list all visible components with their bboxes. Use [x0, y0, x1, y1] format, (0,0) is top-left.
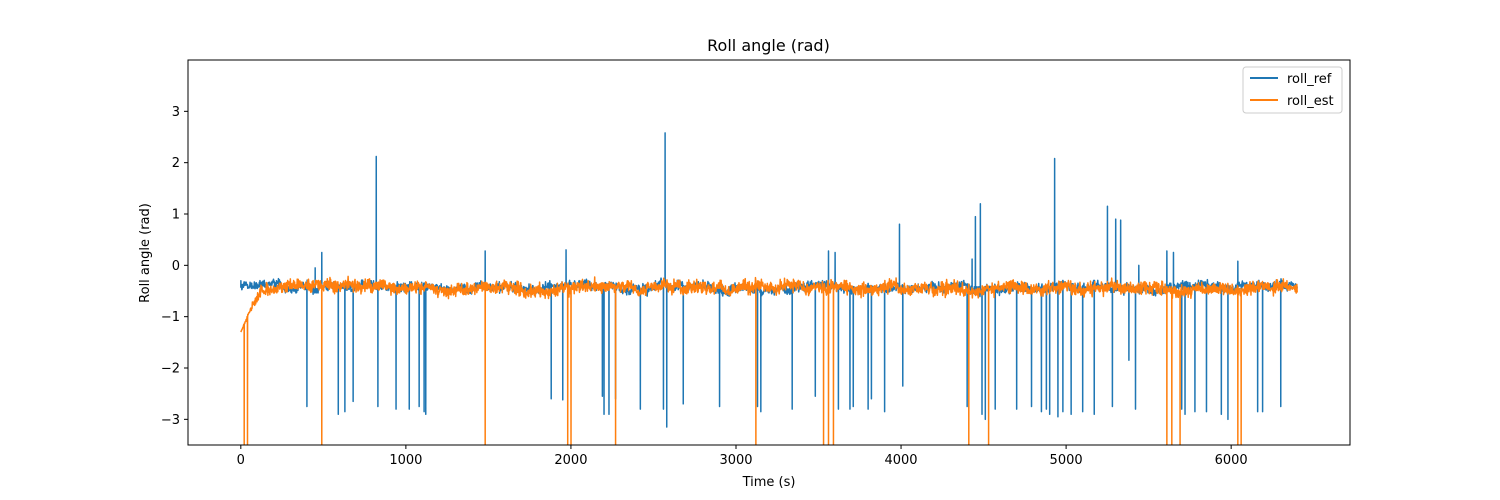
y-tick-label: 3 — [172, 105, 180, 120]
y-tick-label: 1 — [172, 208, 180, 223]
y-tick-label: −2 — [161, 362, 180, 377]
y-tick-label: −3 — [161, 413, 180, 428]
y-tick-label: −1 — [161, 310, 180, 325]
legend-label-roll-ref: roll_ref — [1287, 72, 1332, 87]
x-tick-label: 6000 — [1215, 453, 1248, 468]
y-axis-label: Roll angle (rad) — [138, 203, 153, 303]
x-tick-label: 3000 — [719, 453, 752, 468]
chart-title: Roll angle (rad) — [707, 36, 830, 55]
legend-label-roll-est: roll_est — [1287, 94, 1334, 109]
series-layer — [240, 132, 1298, 445]
y-tick-label: 0 — [172, 259, 180, 274]
x-tick-label: 0 — [237, 453, 245, 468]
y-axis: −3 −2 −1 0 1 2 3 — [161, 105, 188, 428]
series-line-roll-est — [240, 275, 1298, 445]
x-tick-label: 4000 — [884, 453, 917, 468]
legend: roll_ref roll_est — [1242, 66, 1343, 114]
x-tick-label: 2000 — [554, 453, 587, 468]
x-axis-label: Time (s) — [742, 475, 796, 490]
y-tick-label: 2 — [172, 156, 180, 171]
x-tick-label: 5000 — [1050, 453, 1083, 468]
plot-frame — [187, 59, 1351, 446]
x-tick-label: 1000 — [389, 453, 422, 468]
x-axis: 0 1000 2000 3000 4000 5000 6000 — [237, 445, 1248, 468]
